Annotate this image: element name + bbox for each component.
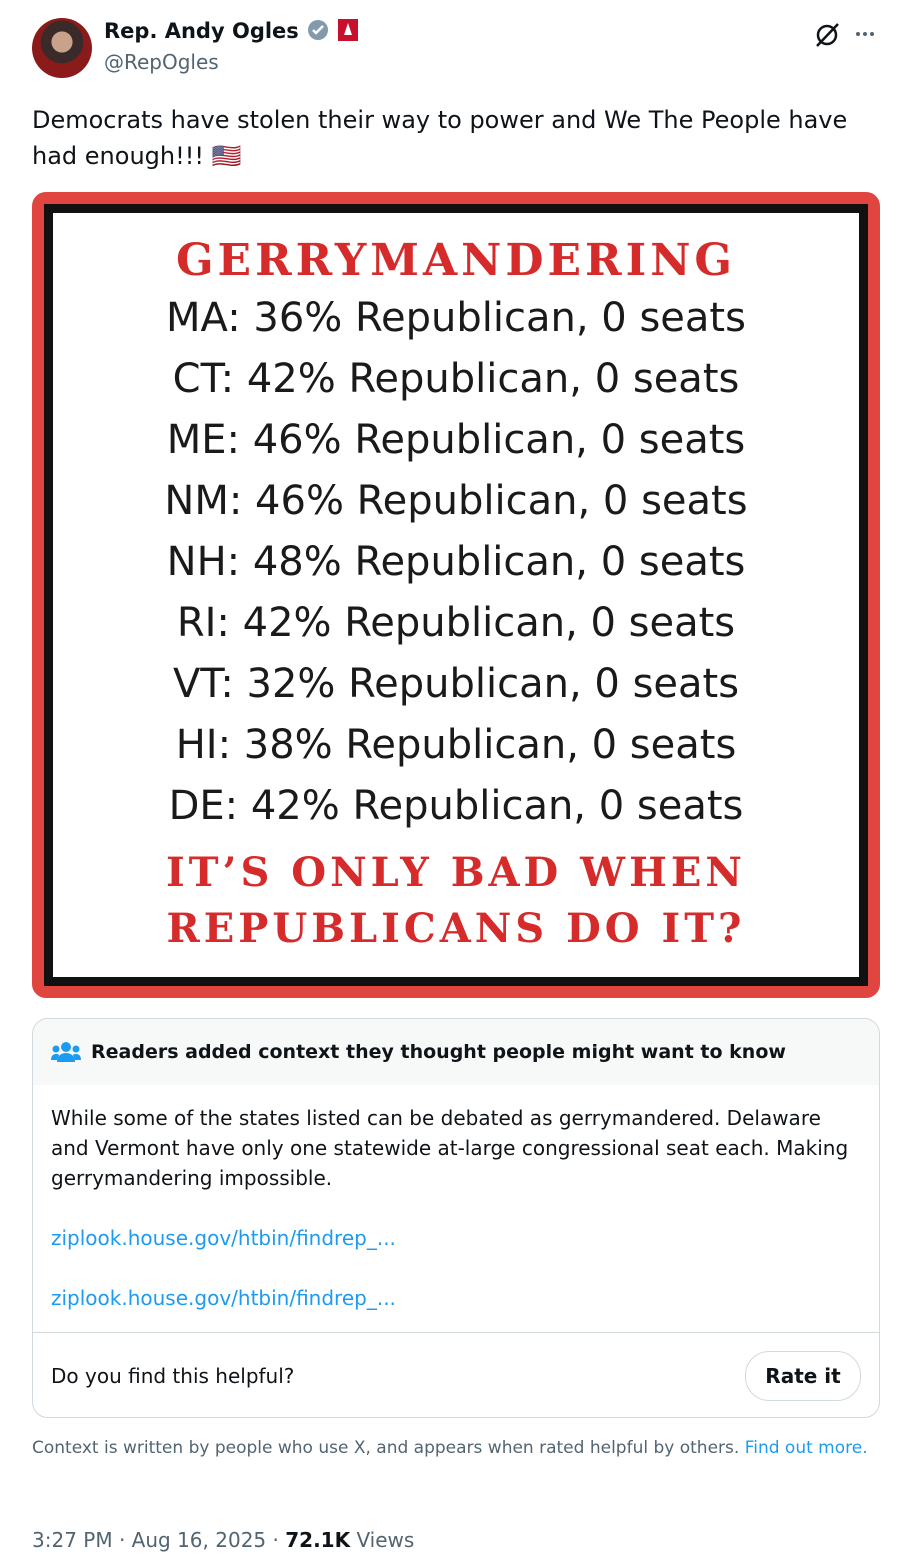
image-line: VT: 32% Republican, 0 seats [172,661,740,707]
image-line: HI: 38% Republican, 0 seats [175,722,737,768]
views-count: 72.1K [285,1528,351,1552]
image-line: MA: 36% Republican, 0 seats [166,295,746,341]
source-link[interactable]: ziplook.house.gov/htbin/findrep_... [51,1226,396,1250]
note-text: While some of the states listed can be d… [51,1106,849,1190]
image-line: NH: 48% Republican, 0 seats [166,539,746,585]
community-note: Readers added context they thought peopl… [32,1018,880,1418]
name-text[interactable]: Rep. Andy Ogles [104,19,299,43]
image-line: CT: 42% Republican, 0 seats [172,356,740,402]
avatar[interactable] [32,18,92,78]
note-links: ziplook.house.gov/htbin/findrep_...ziplo… [51,1223,861,1313]
people-icon [51,1042,81,1062]
heading-text: Readers added context they thought peopl… [91,1041,786,1063]
views-label: Views [356,1528,415,1552]
footer-line: REPUBLICANS DO IT? [166,905,746,952]
note-heading: Readers added context they thought peopl… [33,1019,879,1085]
image-line: DE: 42% Republican, 0 seats [168,783,744,829]
image-line: RI: 42% Republican, 0 seats [176,600,736,646]
image-line: ME: 46% Republican, 0 seats [166,417,746,463]
verified-badge [308,20,329,40]
separator: · [272,1528,279,1552]
rating-question: Do you find this helpful? [51,1363,295,1388]
find-out-more-link[interactable]: Find out more. [744,1438,868,1458]
image-line: NM: 46% Republican, 0 seats [164,478,748,524]
image-title: GERRYMANDERING [175,235,736,286]
header-actions [816,23,874,47]
affiliation-icon [338,19,359,41]
post-time[interactable]: 3:27 PM [32,1528,113,1552]
post-image[interactable]: GERRYMANDERING MA: 36% Republican, 0 sea… [32,192,880,998]
image-lines: MA: 36% Republican, 0 seats CT: 42% Repub… [53,288,859,837]
footer-line: IT’S ONLY BAD WHEN [166,849,746,896]
post-date[interactable]: Aug 16, 2025 [131,1528,267,1552]
grok-icon[interactable] [816,23,839,47]
separator: · [118,1528,126,1552]
disclaimer-text: Context is written by people who use X, … [32,1438,740,1458]
post-text: Democrats have stolen their way to power… [32,106,848,170]
rate-button[interactable]: Rate it [745,1351,861,1401]
note-disclaimer: Context is written by people who use X, … [32,1436,872,1460]
post-meta: 3:27 PM · Aug 16, 2025 · 72.1K Views [32,1528,414,1552]
image-content: GERRYMANDERING MA: 36% Republican, 0 sea… [44,204,868,986]
note-body: While some of the states listed can be d… [33,1085,879,1313]
author-name[interactable]: Rep. Andy Ogles [104,18,359,43]
source-link[interactable]: ziplook.house.gov/htbin/findrep_... [51,1286,396,1310]
author-handle[interactable]: @RepOgles [104,50,219,74]
image-footer: IT’S ONLY BAD WHEN REPUBLICANS DO IT? [53,845,859,957]
more-menu[interactable] [856,32,874,36]
rating-row: Do you find this helpful? Rate it [33,1332,879,1417]
